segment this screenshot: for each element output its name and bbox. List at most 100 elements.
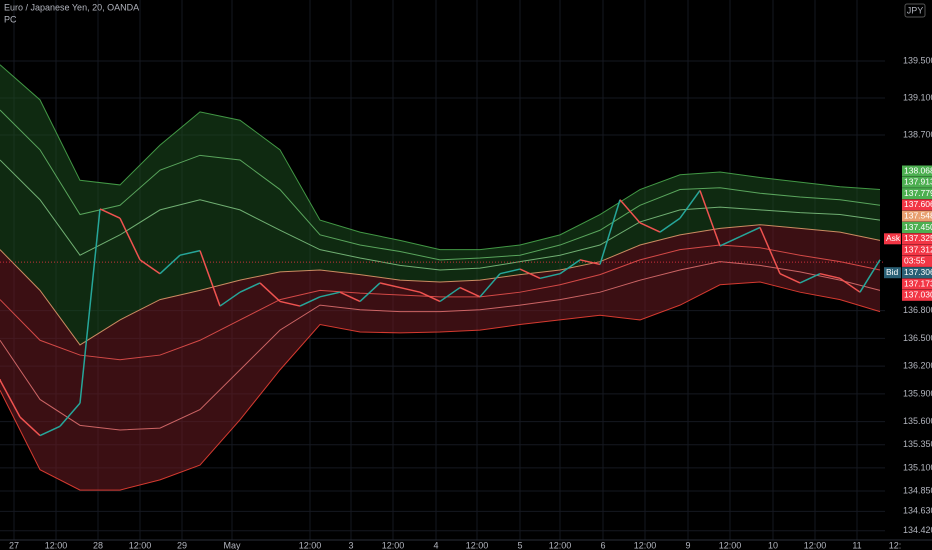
price-segment [39,425,61,437]
x-tick-label: 12:00 [382,540,405,550]
price-segment [319,291,341,298]
price-tag [902,244,932,256]
price-tag [902,255,932,267]
price-segment [459,286,481,298]
price-segment [859,259,881,293]
y-tick-label: 135.900 [903,388,932,398]
price-segment [639,222,661,233]
price-tag-label: 137.450 [904,222,932,232]
price-segment [819,272,841,280]
price-segment [59,402,81,427]
price-tag [902,210,932,222]
price-segment [739,226,761,238]
y-tick-label: 134.420 [903,525,932,535]
x-tick-label: 5 [517,540,522,550]
price-tag [902,165,932,177]
price-tag [902,267,932,279]
plot-area [0,0,896,540]
price-tag [902,199,932,211]
price-segment [259,282,281,302]
x-tick-label: 29 [177,540,187,550]
band-line [0,224,881,346]
price-segment [559,259,581,275]
price-tag [902,222,932,233]
x-tick-label: 27 [9,540,19,550]
band-line [0,244,881,361]
y-tick-label: 136.800 [903,305,932,315]
price-segment [99,208,121,219]
price-segment [799,273,821,284]
price-tag [902,289,932,301]
price-tag-prefix-label: Ask [886,233,901,243]
price-segment [579,259,601,266]
price-segment [379,282,401,289]
price-segment [339,291,361,303]
x-tick-label: 11 [852,540,861,550]
price-tag-label: 137.548 [904,210,932,220]
price-tag [902,278,932,290]
x-tick-label: 4 [433,540,438,550]
price-segment [839,277,861,293]
x-tick-label: May [223,540,241,550]
y-tick-label: 139.100 [903,92,932,102]
price-segment [679,190,701,219]
price-segment [79,208,101,404]
x-tick-label: 12: [889,540,902,550]
price-segment [279,300,301,307]
x-tick-label: 12:00 [549,540,572,550]
price-tag-label: 137.325 [904,233,932,243]
y-tick-label: 134.850 [903,485,932,495]
band-line [0,281,881,491]
price-tag-label: 137.306 [904,267,932,277]
y-tick-label: 135.350 [903,439,932,449]
price-tag-label: 137.030 [904,290,932,300]
price-tag [902,188,932,200]
chart-title: Euro / Japanese Yen, 20, OANDA [4,2,139,12]
x-tick-label: 3 [348,540,353,550]
band-line [0,109,881,261]
price-segment [299,296,321,307]
price-segment [359,282,381,302]
price-segment [139,259,161,275]
price-segment [759,227,781,274]
price-segment [419,291,441,303]
price-tag [902,176,932,188]
price-tag-label: 137.173 [904,278,932,288]
price-tag-prefix-label: Bid [886,267,899,277]
band-line [0,64,881,251]
currency-badge[interactable] [904,3,926,18]
price-segment [479,273,501,298]
price-tag-label: 03:55 [904,256,926,266]
price-tag-prefix [884,233,901,245]
price-segment [519,268,541,280]
price-segment [199,250,221,307]
currency-label[interactable]: JPY [907,5,924,15]
band-line [0,159,881,271]
x-tick-label: 12:00 [719,540,742,550]
x-tick-label: 6 [600,540,605,550]
y-tick-label: 136.200 [903,361,932,371]
band-fill [0,64,880,345]
x-tick-label: 12:00 [466,540,489,550]
band-line [0,261,881,431]
x-tick-label: 10 [768,540,778,550]
y-tick-label: 139.500 [903,55,932,65]
price-segment [499,268,521,275]
y-tick-label: 135.600 [903,416,932,426]
y-tick-label: 138.700 [903,129,932,139]
price-segment [439,286,461,303]
price-segment [0,379,21,418]
price-tag-label: 137.779 [904,188,932,198]
y-tick-label: 134.630 [903,506,932,516]
price-segment [779,273,801,284]
price-segment [219,291,241,307]
x-tick-label: 12:00 [804,540,827,550]
price-segment [699,190,721,247]
price-segment [119,217,141,261]
price-segment [719,236,741,247]
price-segment [659,217,681,233]
y-tick-label: 136.500 [903,333,932,343]
price-tag-label: 138.068 [904,165,932,175]
indicator-name: PC [4,14,17,24]
